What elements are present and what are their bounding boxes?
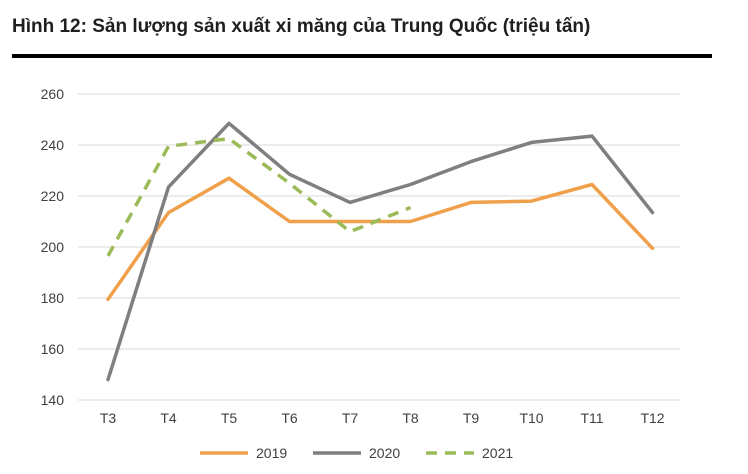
x-tick-label: T4 xyxy=(160,410,177,426)
legend-label-2021: 2021 xyxy=(482,445,513,461)
x-tick-label: T6 xyxy=(281,410,298,426)
x-tick-label: T8 xyxy=(402,410,419,426)
y-tick-label: 260 xyxy=(41,86,65,102)
x-tick-label: T7 xyxy=(342,410,359,426)
series-line-2020 xyxy=(106,121,655,382)
legend: 2019 2020 2021 xyxy=(200,445,513,461)
x-tick-label: T5 xyxy=(221,410,238,426)
series-lines xyxy=(106,121,655,382)
x-tick-label: T12 xyxy=(640,410,664,426)
x-tick-label: T10 xyxy=(519,410,543,426)
x-tick-label: T11 xyxy=(580,410,603,426)
chart-title: Hình 12: Sản lượng sản xuất xi măng của … xyxy=(12,16,591,37)
x-tick-label: T3 xyxy=(100,410,117,426)
y-tick-label: 160 xyxy=(41,341,65,357)
y-tick-label: 220 xyxy=(41,188,65,204)
series-line-2019 xyxy=(106,176,655,302)
y-tick-label: 200 xyxy=(41,239,65,255)
title-underline xyxy=(12,54,712,58)
y-tick-label: 140 xyxy=(41,392,65,408)
series-line-2021 xyxy=(106,136,412,257)
legend-label-2019: 2019 xyxy=(256,445,287,461)
legend-label-2020: 2020 xyxy=(369,445,400,461)
y-axis-tick-labels: 140 160 180 200 220 240 260 xyxy=(41,86,65,408)
y-tick-label: 240 xyxy=(41,137,65,153)
x-axis-tick-labels: T3 T4 T5 T6 T7 T8 T9 T10 T11 T12 xyxy=(100,410,665,426)
gridlines xyxy=(78,93,680,401)
x-tick-label: T9 xyxy=(463,410,480,426)
y-tick-label: 180 xyxy=(41,290,65,306)
